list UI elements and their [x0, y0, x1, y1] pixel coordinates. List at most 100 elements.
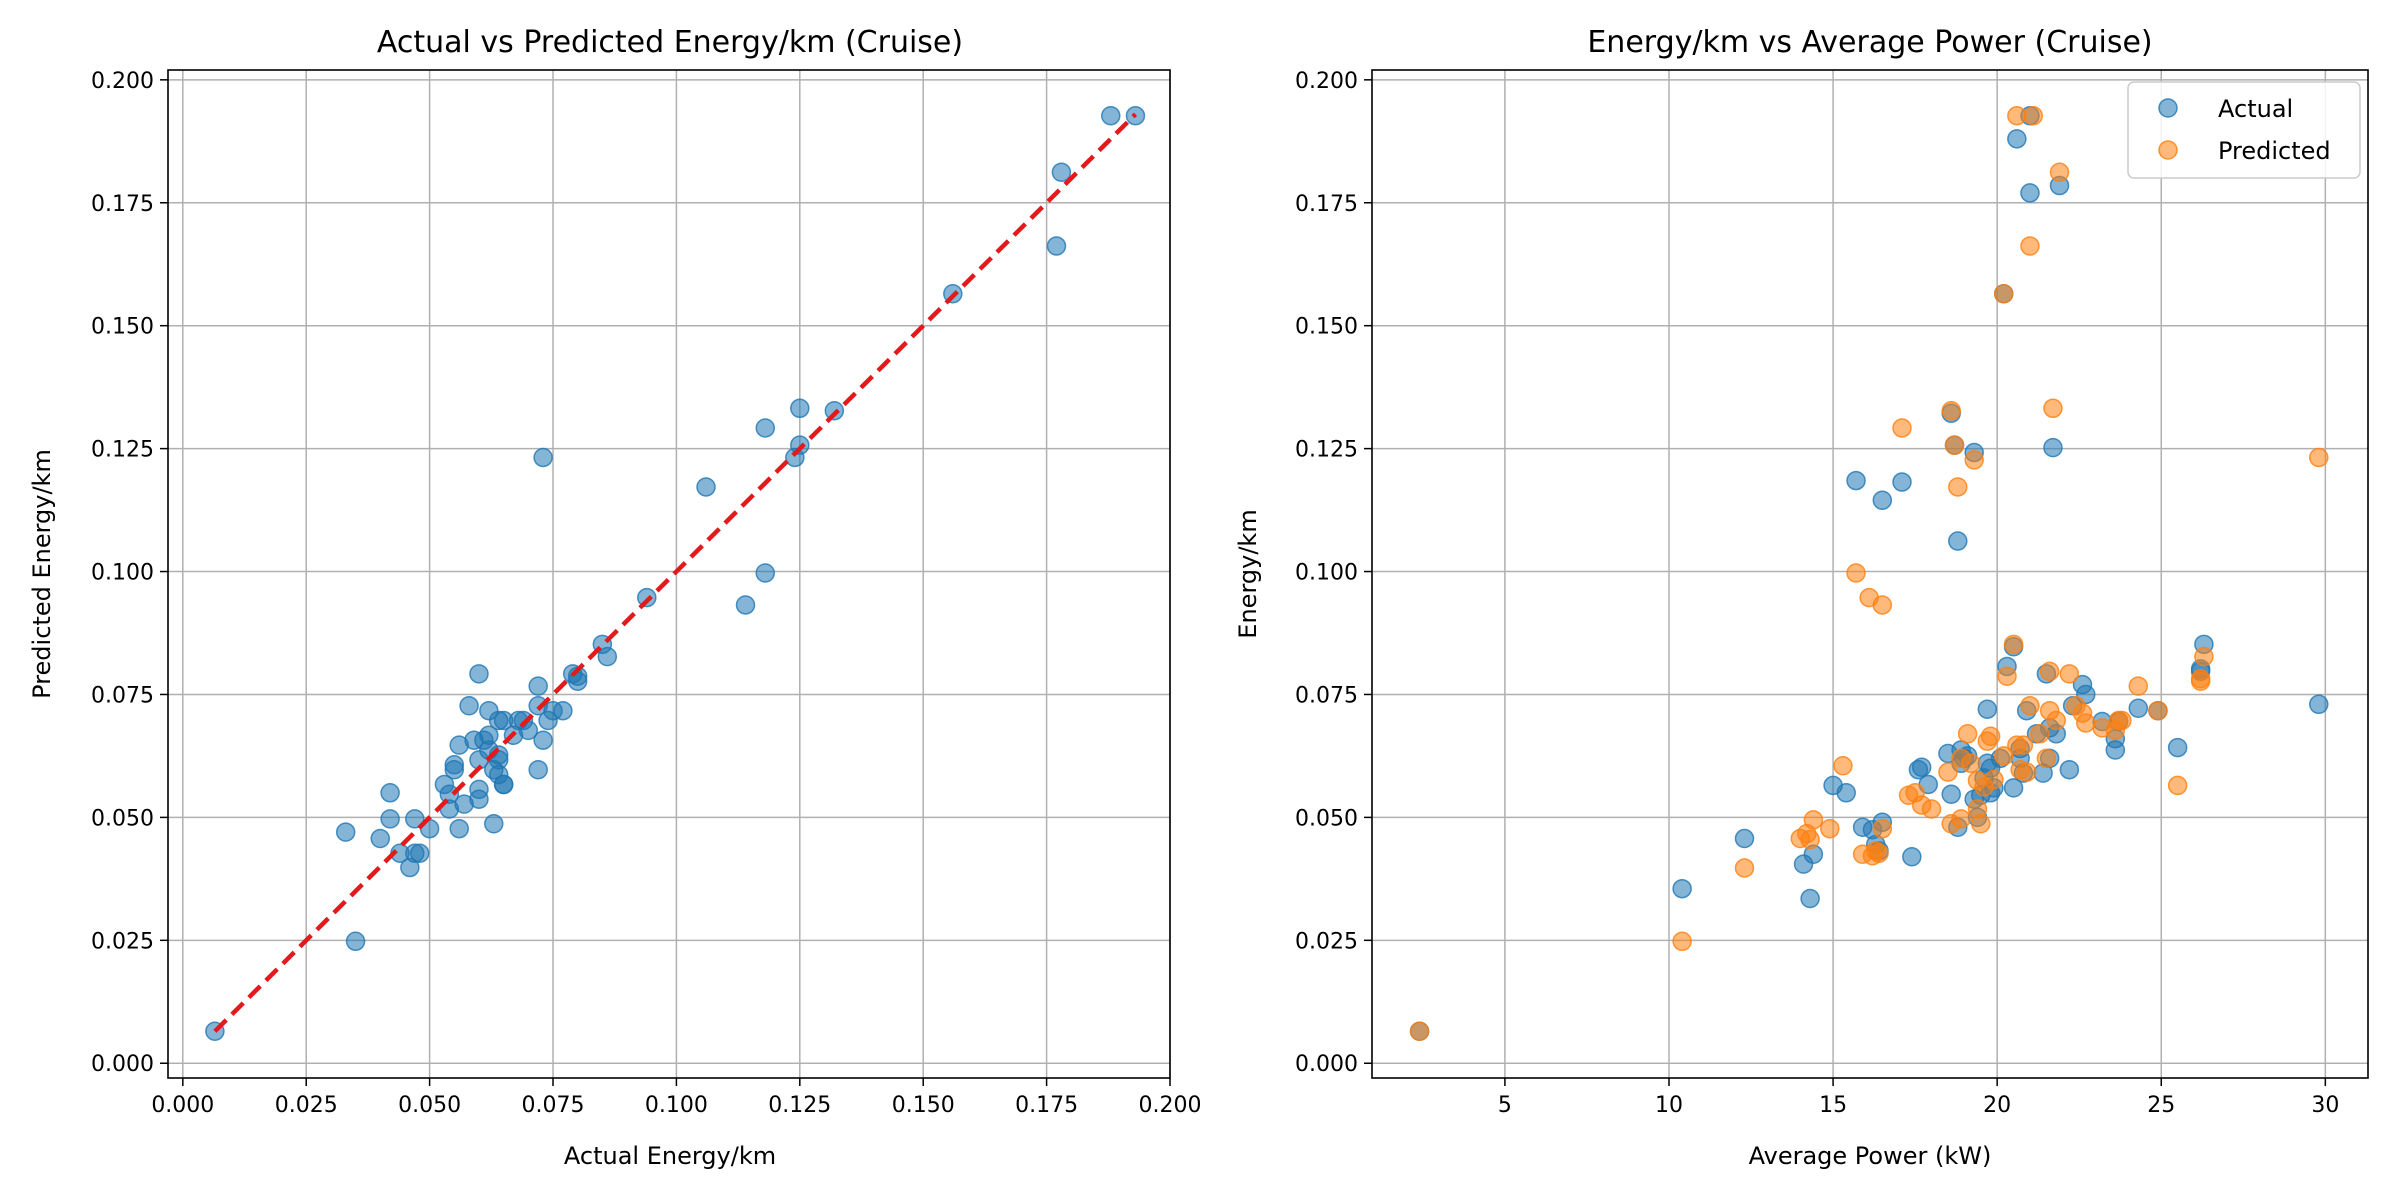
right-x-tick-label: 30 — [2311, 1093, 2339, 1118]
scatter-point-predicted — [1948, 477, 1968, 497]
left-y-axis-label: Predicted Energy/km — [28, 449, 56, 699]
scatter-point-actual — [1977, 699, 1998, 719]
scatter-point-predicted — [2030, 724, 2050, 744]
left-x-tick-label: 0.025 — [275, 1093, 338, 1118]
scatter-point-predicted — [2036, 748, 2057, 769]
scatter-point-predicted — [1964, 450, 1984, 470]
scatter-point-predicted — [1941, 401, 1961, 421]
scatter-point-actual — [2043, 437, 2063, 458]
scatter-point-actual-vs-predicted — [439, 784, 460, 805]
scatter-point-predicted — [1993, 746, 2014, 766]
scatter-point-actual-vs-predicted — [1051, 162, 1072, 183]
scatter-point-actual-vs-predicted — [735, 595, 756, 615]
scatter-point-predicted — [1997, 666, 2017, 687]
scatter-point-actual — [2003, 778, 2024, 798]
left-x-tick-label: 0.175 — [1015, 1093, 1078, 1118]
energy-vs-power-chart: 5 10 15 20 25 30 0.000 0.025 0.050 0.075 0.100 0.1… — [1234, 25, 2369, 1170]
right-y-tick-label: 0.125 — [1295, 438, 1358, 463]
left-y-tick-label: 0.025 — [91, 929, 154, 954]
scatter-point-actual-vs-predicted — [409, 843, 430, 864]
scatter-point-actual-vs-predicted — [696, 477, 716, 497]
scatter-point-actual-vs-predicted — [405, 809, 425, 829]
scatter-point-predicted — [1833, 756, 1853, 776]
left-y-tick-label: 0.150 — [91, 315, 154, 340]
scatter-point-predicted — [1803, 810, 1824, 830]
scatter-point-predicted — [2148, 700, 2168, 721]
left-x-tick-label: 0.150 — [892, 1093, 955, 1118]
scatter-point-predicted — [2309, 447, 2329, 468]
right-plot-frame — [1371, 69, 2369, 1079]
legend-box — [2127, 81, 2361, 179]
left-y-tick-label: 0.125 — [91, 438, 154, 463]
scatter-point-predicted — [1892, 418, 1912, 438]
right-y-axis-label: Energy/km — [1234, 509, 1262, 638]
left-chart-title: Actual vs Predicted Energy/km (Cruise) — [377, 25, 963, 60]
right-y-tick-label: 0.100 — [1295, 561, 1358, 586]
scatter-point-predicted — [1846, 563, 1866, 583]
scatter-point-actual — [1836, 783, 1856, 803]
right-y-tick-label: 0.050 — [1295, 806, 1358, 831]
scatter-point-predicted — [2049, 162, 2070, 183]
left-identity-line-group — [213, 112, 1138, 1033]
scatter-point-actual-vs-predicted — [380, 809, 400, 829]
legend-marker-actual — [2158, 98, 2178, 118]
right-y-tick-label: 0.075 — [1295, 683, 1358, 708]
scatter-point-actual — [1948, 531, 1968, 551]
left-x-tick-label: 0.075 — [522, 1093, 585, 1118]
scatter-point-actual-vs-predicted — [533, 447, 553, 468]
scatter-point-actual-vs-predicted — [553, 700, 573, 721]
scatter-point-actual-vs-predicted — [528, 676, 548, 696]
scatter-point-actual-vs-predicted — [1101, 105, 1121, 126]
scatter-point-predicted — [1672, 931, 1692, 952]
scatter-point-actual-vs-predicted — [790, 435, 810, 455]
scatter-point-actual-vs-predicted — [469, 664, 489, 684]
scatter-point-predicted — [1961, 753, 1981, 774]
left-y-tick-label: 0.000 — [91, 1052, 154, 1077]
scatter-point-predicted — [1980, 726, 2001, 747]
identity-reference-line — [213, 112, 1138, 1033]
scatter-point-actual-vs-predicted — [345, 931, 366, 952]
scatter-point-actual-vs-predicted — [597, 646, 618, 667]
scatter-point-predicted — [2167, 775, 2188, 796]
scatter-point-predicted — [2039, 661, 2060, 682]
scatter-point-predicted — [2059, 664, 2080, 684]
right-y-tick-label: 0.000 — [1295, 1052, 1358, 1077]
left-plot-frame — [167, 69, 1171, 1079]
left-x-tick-label: 0.050 — [398, 1093, 461, 1118]
right-x-tick-label: 10 — [1655, 1093, 1683, 1118]
left-x-ticks: 0.000 0.025 0.050 0.075 0.100 0.125 0.150 0.175… — [151, 1078, 1201, 1118]
left-grid — [168, 70, 1171, 1078]
left-y-tick-label: 0.075 — [91, 683, 154, 708]
right-scatter-points — [1409, 105, 2329, 1042]
scatter-point-actual — [2128, 698, 2149, 718]
scatter-point-actual — [1672, 878, 1692, 899]
scatter-point-actual — [1941, 784, 1961, 805]
scatter-point-predicted — [1984, 769, 2004, 790]
scatter-point-predicted — [2043, 398, 2063, 419]
actual-vs-predicted-chart: 0.000 0.025 0.050 0.075 0.100 0.125 0.150 0.175… — [28, 25, 1201, 1170]
legend: Actual Predicted — [2127, 81, 2361, 179]
scatter-point-actual — [1734, 828, 1755, 849]
scatter-point-predicted — [1872, 818, 1893, 839]
scatter-point-actual — [2020, 183, 2040, 203]
scatter-point-predicted — [2003, 634, 2024, 655]
scatter-point-actual-vs-predicted — [824, 401, 845, 421]
right-x-tick-label: 5 — [1498, 1093, 1512, 1118]
left-x-tick-label: 0.000 — [151, 1093, 214, 1118]
scatter-point-actual-vs-predicted — [484, 814, 504, 834]
left-x-tick-label: 0.200 — [1139, 1093, 1202, 1118]
scatter-point-actual-vs-predicted — [493, 774, 514, 795]
right-chart-title: Energy/km vs Average Power (Cruise) — [1587, 25, 2152, 60]
scatter-point-actual-vs-predicted — [755, 418, 776, 438]
scatter-point-predicted — [1734, 858, 1755, 878]
scatter-point-predicted — [1951, 809, 1971, 829]
scatter-point-predicted — [2194, 646, 2214, 667]
scatter-point-actual-vs-predicted — [479, 725, 499, 746]
scatter-point-predicted — [2128, 676, 2149, 696]
scatter-point-predicted — [1944, 435, 1965, 455]
scatter-point-predicted — [1971, 814, 1991, 834]
scatter-point-actual — [2309, 694, 2329, 715]
legend-label-actual: Actual — [2218, 95, 2293, 123]
right-x-tick-label: 25 — [2147, 1093, 2175, 1118]
